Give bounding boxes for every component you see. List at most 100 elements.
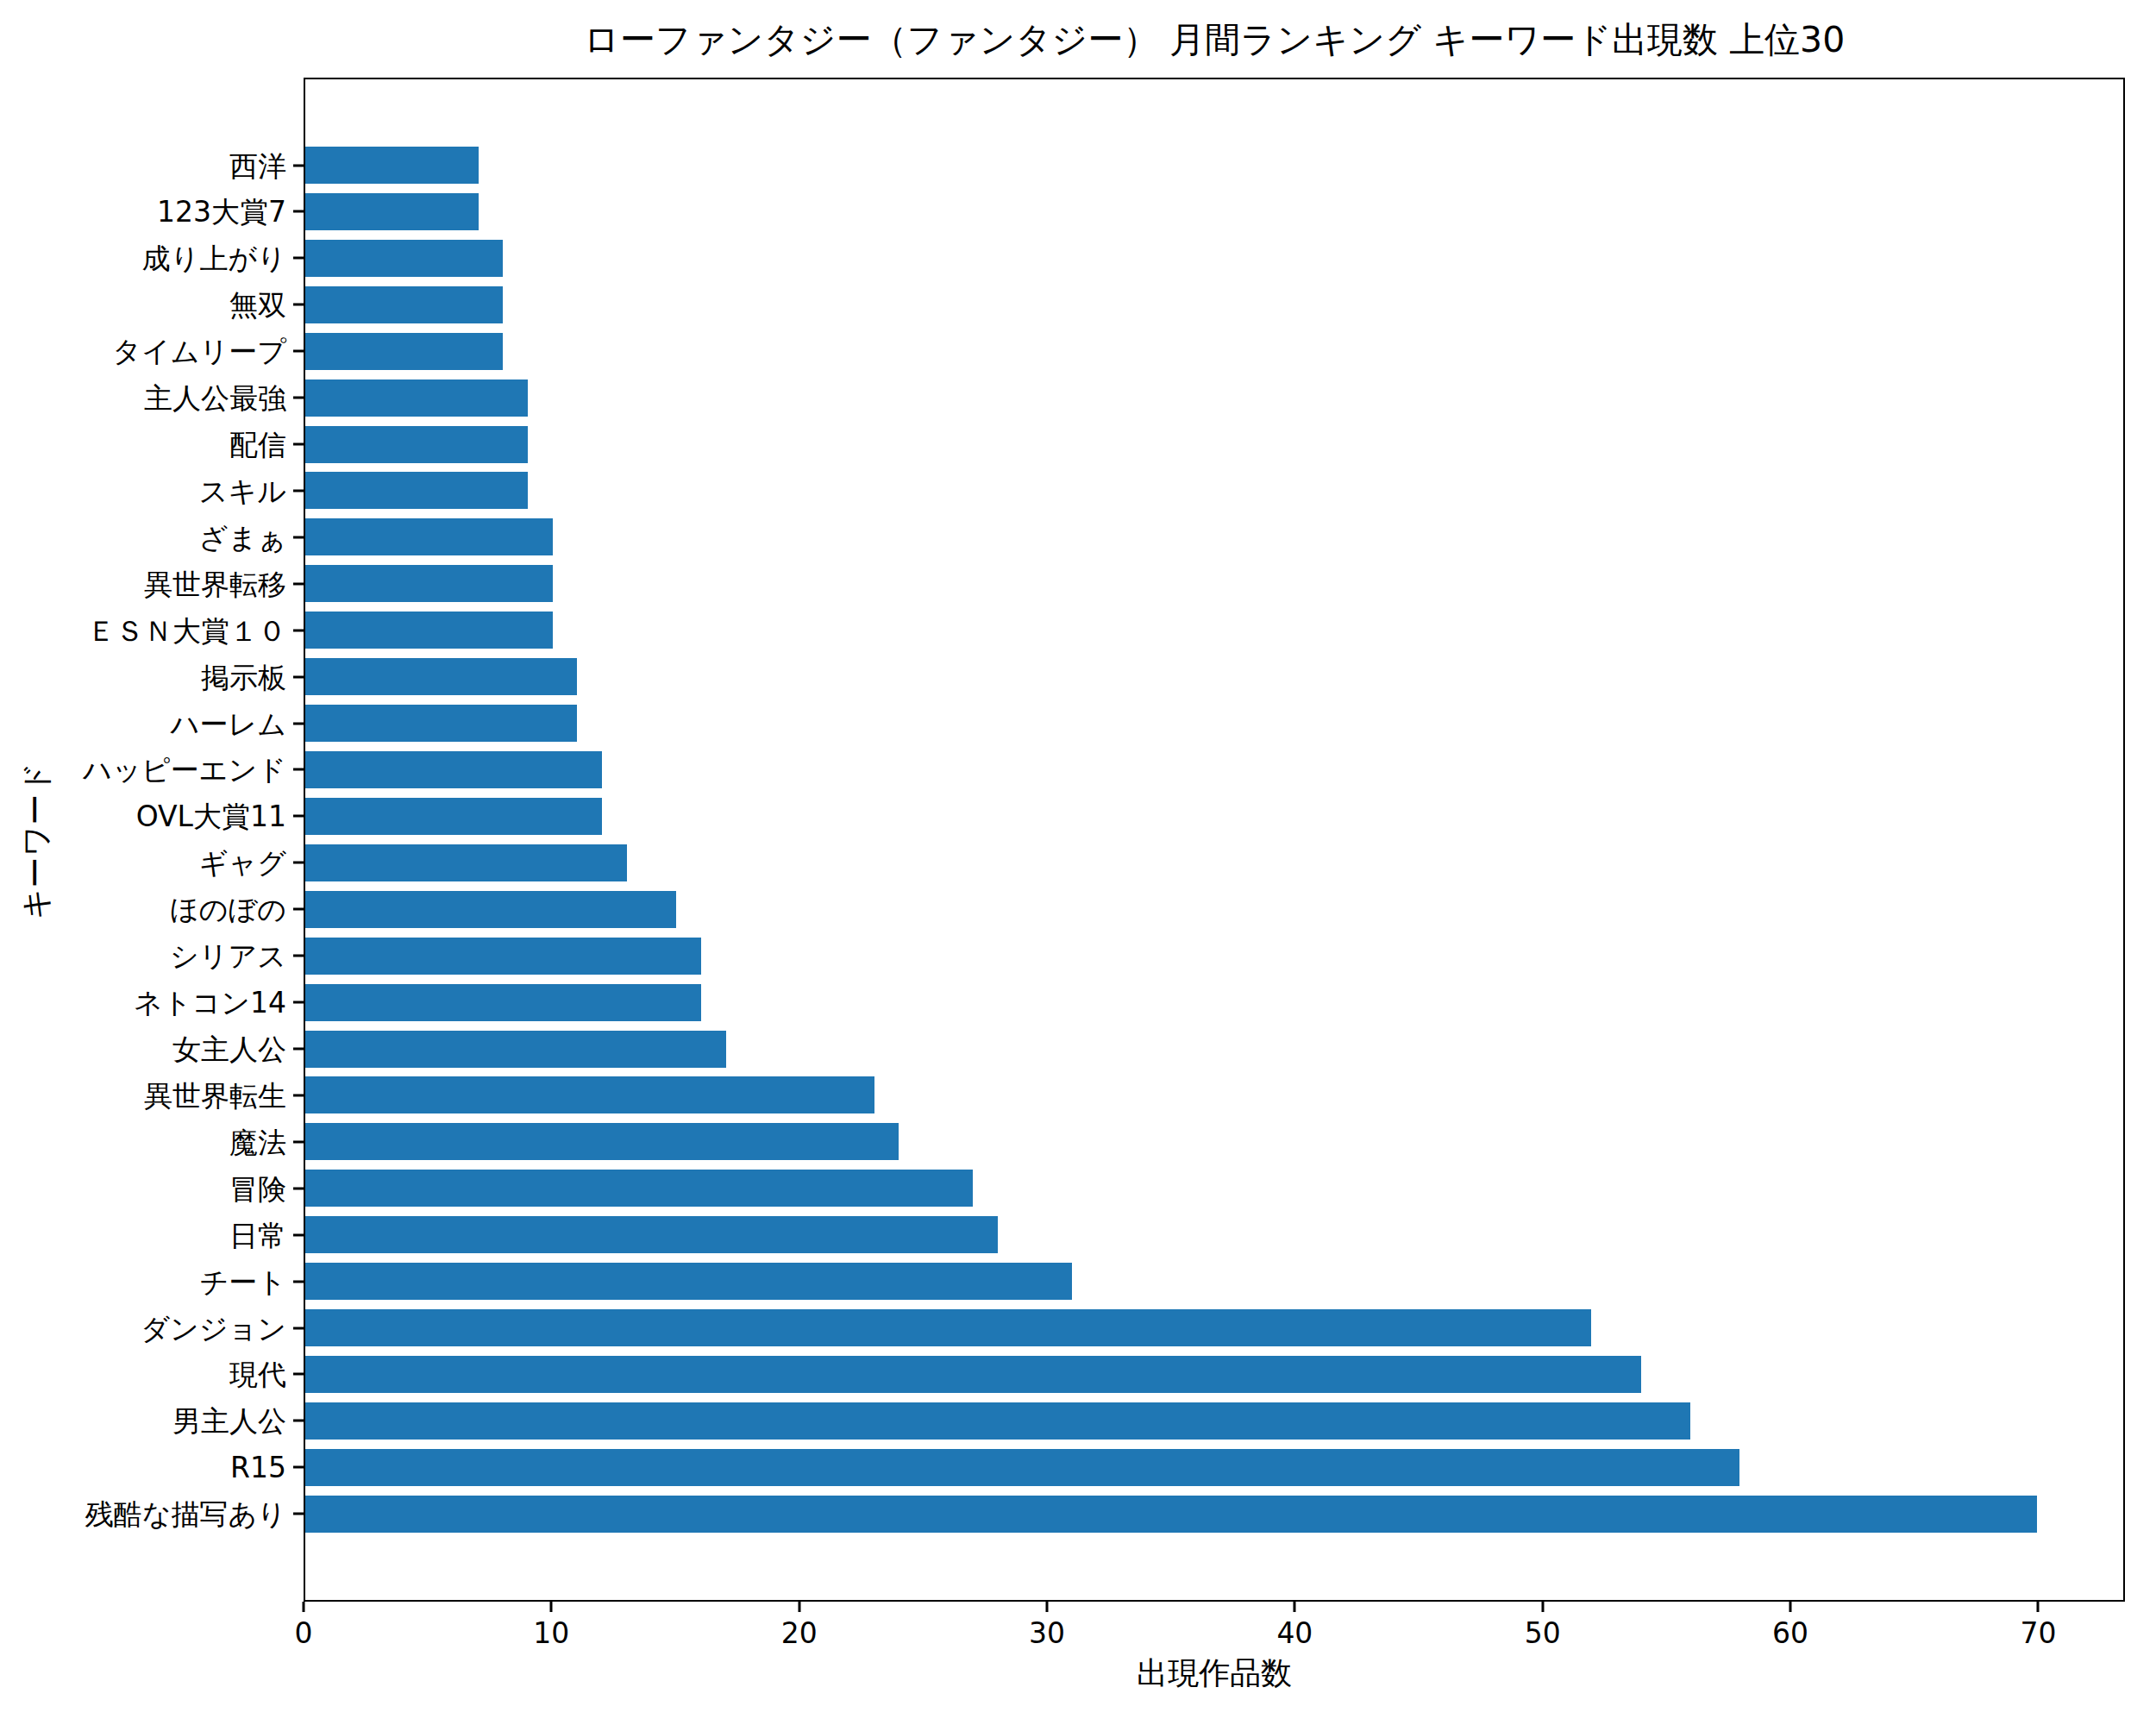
- y-tick-label: ハーレム: [171, 709, 286, 737]
- bar-row: ダンジョン: [305, 1309, 2123, 1346]
- bar: [305, 193, 479, 230]
- bar: [305, 1402, 1690, 1440]
- bar: [305, 751, 602, 788]
- bar-row: スキル: [305, 472, 2123, 509]
- y-tick-mark: [293, 536, 304, 538]
- y-tick-label: ダンジョン: [141, 1314, 286, 1342]
- y-tick-label: 残酷な描写あり: [85, 1500, 286, 1528]
- y-tick-mark: [293, 1466, 304, 1469]
- y-tick-label: ほのぼの: [170, 895, 286, 924]
- y-tick-mark: [293, 1327, 304, 1329]
- y-tick-mark: [293, 1420, 304, 1422]
- y-tick-mark: [293, 210, 304, 213]
- bar: [305, 705, 577, 742]
- bar-row: 配信: [305, 426, 2123, 463]
- plot-area: 西洋123大賞7成り上がり無双タイムリープ主人公最強配信スキルざまぁ異世界転移Ｅ…: [304, 78, 2125, 1602]
- y-tick-label: 冒険: [229, 1174, 286, 1202]
- bar-row: 123大賞7: [305, 193, 2123, 230]
- bar: [305, 1449, 1739, 1486]
- y-tick-mark: [293, 1513, 304, 1515]
- y-tick-mark: [293, 304, 304, 306]
- y-tick-label: 異世界転生: [144, 1081, 286, 1109]
- x-tick-label: 20: [781, 1619, 818, 1647]
- bar-row: 現代: [305, 1356, 2123, 1393]
- x-tick-label: 50: [1525, 1619, 1561, 1647]
- bar-row: R15: [305, 1449, 2123, 1486]
- bar-row: 魔法: [305, 1123, 2123, 1160]
- bar-row: 主人公最強: [305, 380, 2123, 417]
- y-tick-mark: [293, 1187, 304, 1189]
- x-tick-mark: [1541, 1602, 1544, 1612]
- y-tick-label: 配信: [229, 430, 286, 459]
- y-tick-mark: [293, 164, 304, 166]
- bar-row: 成り上がり: [305, 240, 2123, 277]
- bar: [305, 1356, 1641, 1393]
- bar: [305, 1309, 1591, 1346]
- y-tick-label: ざまぁ: [199, 523, 286, 551]
- y-tick-mark: [293, 1233, 304, 1236]
- bar-row: 冒険: [305, 1170, 2123, 1207]
- y-tick-label: 男主人公: [172, 1407, 286, 1435]
- y-tick-label: ＥＳＮ大賞１０: [87, 616, 286, 644]
- y-tick-label: 魔法: [229, 1127, 286, 1156]
- bars: 西洋123大賞7成り上がり無双タイムリープ主人公最強配信スキルざまぁ異世界転移Ｅ…: [305, 79, 2123, 1600]
- bar-row: ほのぼの: [305, 891, 2123, 928]
- bar: [305, 333, 503, 370]
- y-tick-label: 主人公最強: [144, 384, 286, 412]
- bar: [305, 380, 528, 417]
- bar-row: ネトコン14: [305, 984, 2123, 1021]
- bar: [305, 565, 553, 602]
- x-tick-mark: [798, 1602, 800, 1612]
- bar: [305, 984, 701, 1021]
- bar: [305, 472, 528, 509]
- y-tick-mark: [293, 1140, 304, 1143]
- y-tick-mark: [293, 489, 304, 492]
- x-tick-mark: [303, 1602, 305, 1612]
- bar: [305, 658, 577, 695]
- y-tick-label: 現代: [229, 1360, 286, 1389]
- y-tick-mark: [293, 629, 304, 631]
- y-tick-label: 日常: [229, 1220, 286, 1249]
- y-tick-label: スキル: [199, 476, 286, 505]
- bar: [305, 1076, 874, 1113]
- bar: [305, 426, 528, 463]
- bar: [305, 1123, 899, 1160]
- bar: [305, 844, 627, 881]
- bar-row: 無双: [305, 286, 2123, 323]
- x-tick-mark: [2037, 1602, 2040, 1612]
- y-tick-label: 西洋: [229, 151, 286, 179]
- y-tick-mark: [293, 1048, 304, 1051]
- y-tick-mark: [293, 815, 304, 818]
- figure: ローファンタジー（ファンタジー） 月間ランキング キーワード出現数 上位30 キ…: [0, 0, 2156, 1725]
- bar: [305, 240, 503, 277]
- bar: [305, 612, 553, 649]
- bar: [305, 1496, 2037, 1533]
- bar: [305, 1031, 726, 1068]
- bar: [305, 147, 479, 184]
- bar-row: 残酷な描写あり: [305, 1496, 2123, 1533]
- y-tick-mark: [293, 582, 304, 585]
- y-tick-mark: [293, 397, 304, 399]
- bar: [305, 1216, 998, 1253]
- y-tick-mark: [293, 257, 304, 260]
- y-tick-mark: [293, 675, 304, 678]
- bar-row: 異世界転移: [305, 565, 2123, 602]
- bar: [305, 938, 701, 975]
- y-tick-label: チート: [199, 1267, 286, 1295]
- y-tick-label: 無双: [229, 291, 286, 319]
- bar: [305, 1170, 973, 1207]
- chart-title: ローファンタジー（ファンタジー） 月間ランキング キーワード出現数 上位30: [304, 19, 2125, 61]
- x-tick-mark: [550, 1602, 553, 1612]
- y-tick-mark: [293, 768, 304, 771]
- bar-row: 女主人公: [305, 1031, 2123, 1068]
- y-tick-label: タイムリープ: [112, 337, 286, 366]
- bar: [305, 798, 602, 835]
- y-tick-mark: [293, 443, 304, 446]
- y-tick-mark: [293, 1094, 304, 1096]
- x-tick-label: 60: [1772, 1619, 1808, 1647]
- bar: [305, 891, 676, 928]
- bar-row: OVL大賞11: [305, 798, 2123, 835]
- y-tick-mark: [293, 1001, 304, 1004]
- y-tick-label: ネトコン14: [134, 988, 286, 1017]
- y-axis-label: キーワード: [21, 762, 52, 920]
